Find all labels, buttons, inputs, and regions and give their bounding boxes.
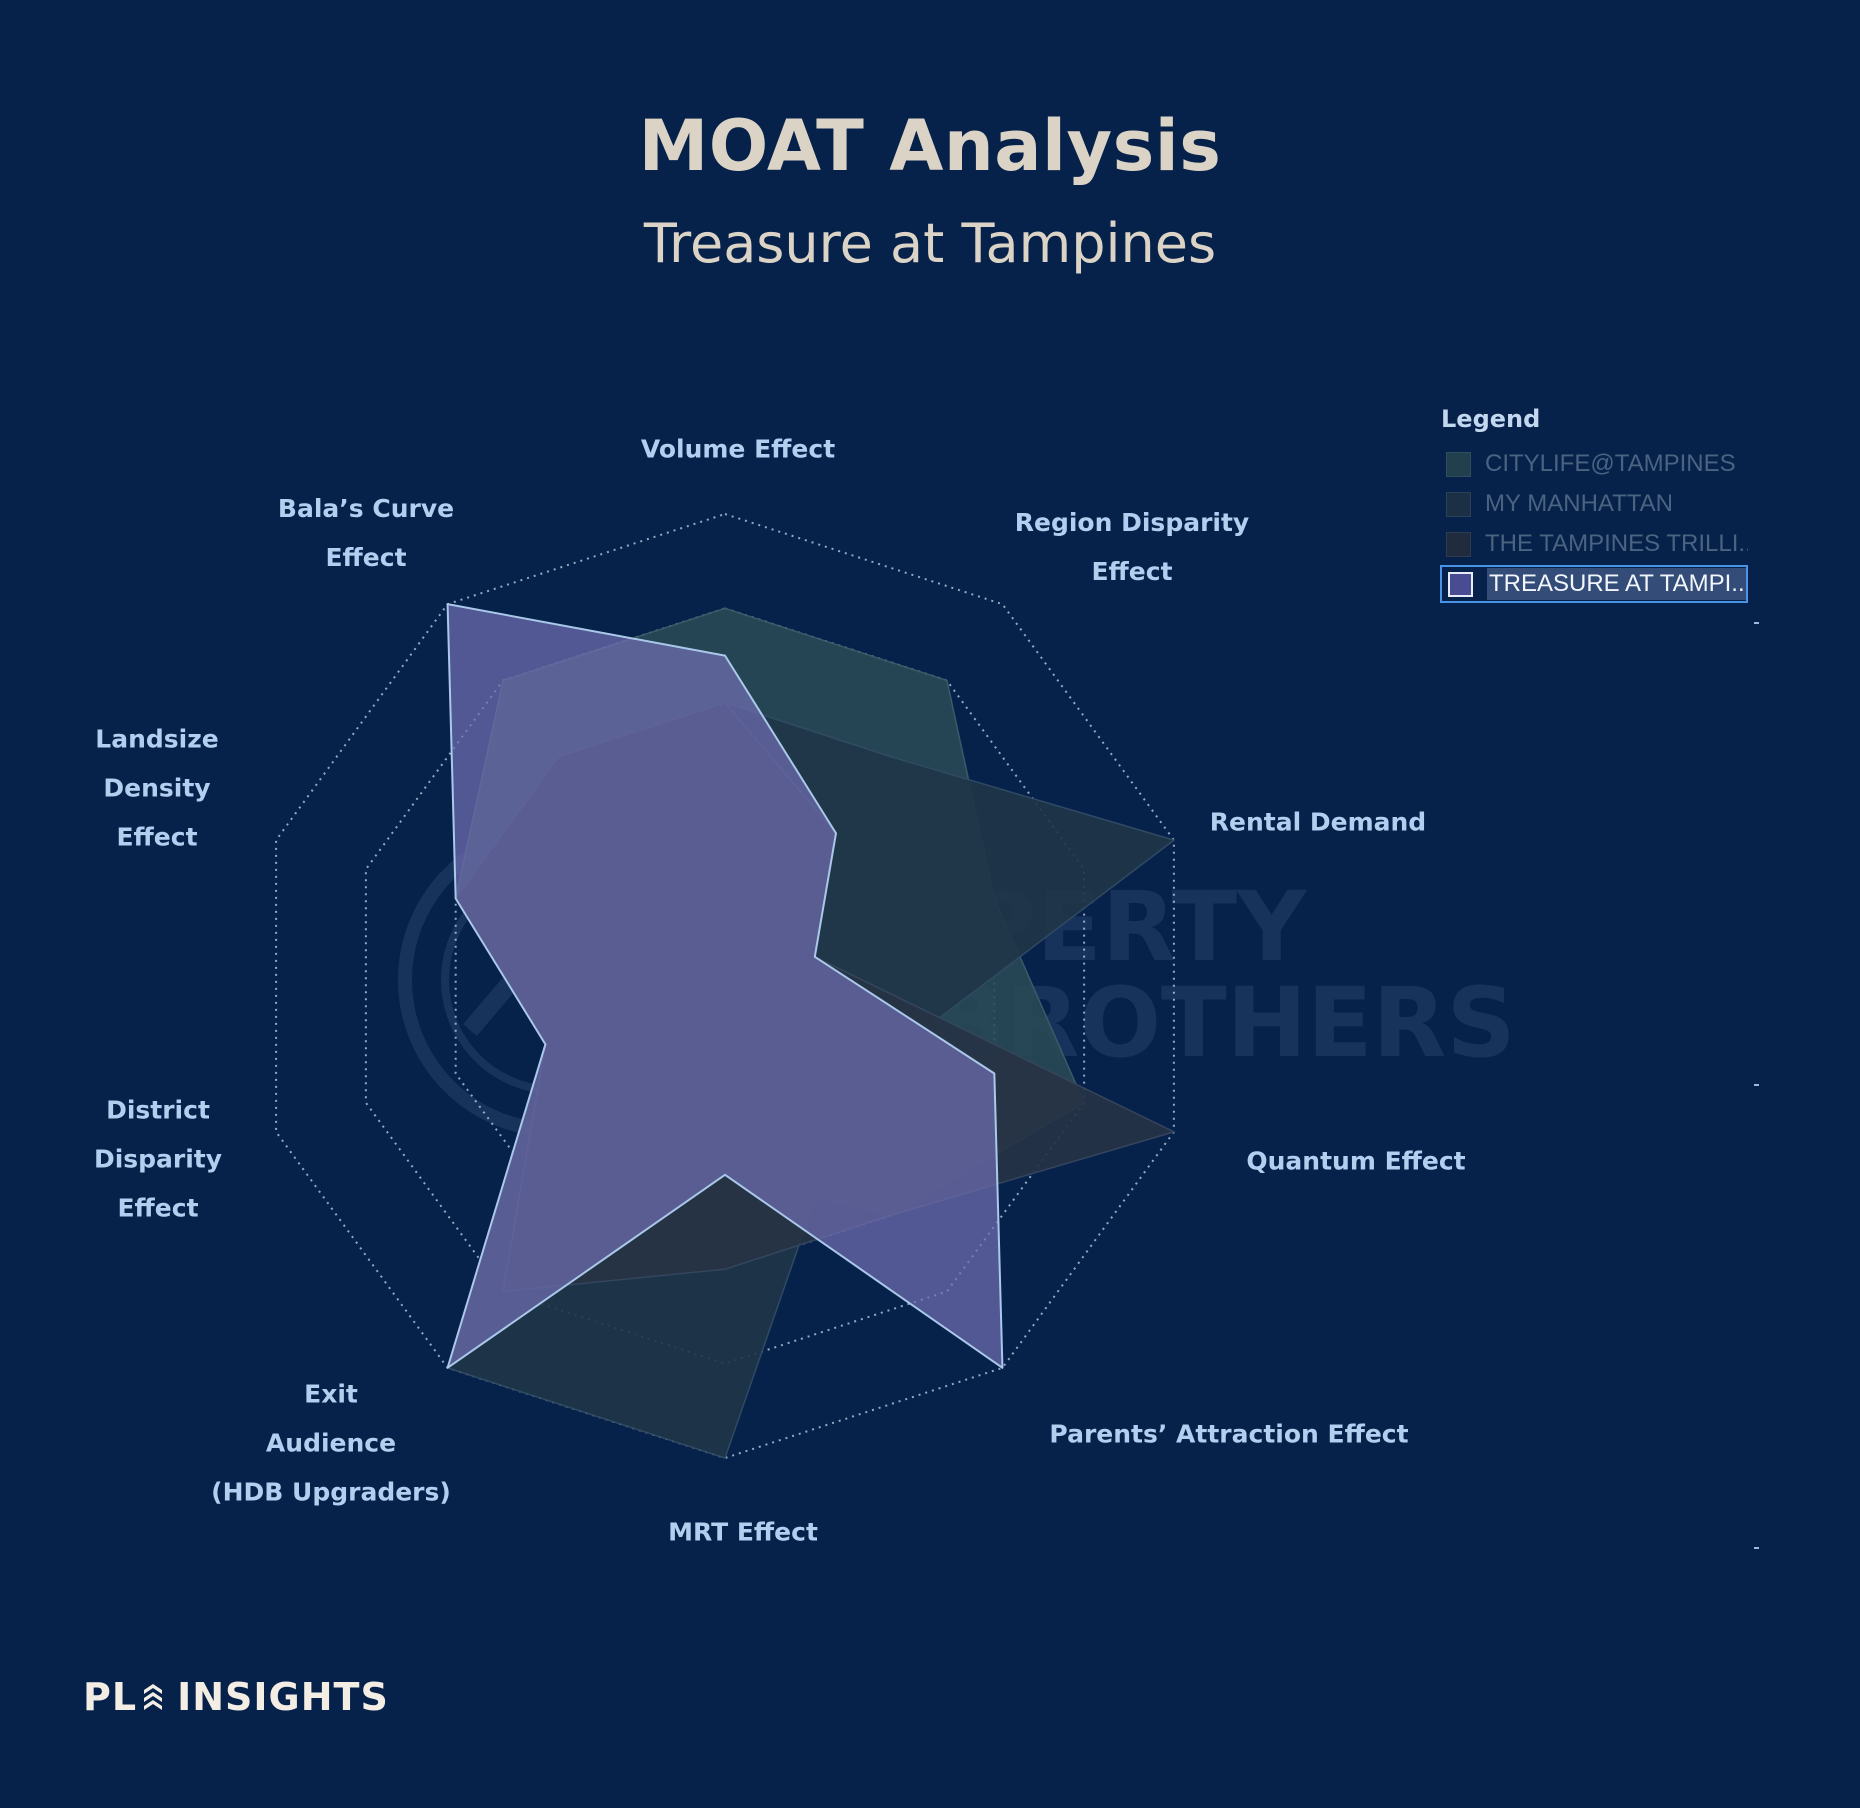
axis-label-region-line2: Effect: [1091, 557, 1173, 586]
axis-label-bala-line2: Effect: [325, 543, 407, 572]
axis-label-volume-effect: Volume Effect: [641, 425, 835, 474]
legend-label-treasure-at-tampines: TREASURE AT TAMPI...: [1487, 568, 1746, 600]
legend-item-treasure-at-tampines[interactable]: TREASURE AT TAMPI...: [1440, 565, 1748, 603]
axis-label-volume-text: Volume Effect: [640, 434, 836, 464]
legend: Legend CITYLIFE@TAMPINES MY MANHATTAN TH…: [1440, 405, 1760, 605]
brand-insights-text: INSIGHTS: [177, 1675, 389, 1719]
axis-label-quantum-effect: Quantum Effect: [1246, 1137, 1465, 1186]
scroll-tick-mark: [1754, 1547, 1759, 1549]
axis-label-exit-audience: Exit Audience (HDB Upgraders): [211, 1370, 451, 1517]
axis-label-rental-text: Rental Demand: [1209, 807, 1427, 837]
scroll-tick-mark: [1754, 622, 1759, 624]
axis-label-bala-line1: Bala’s Curve: [277, 494, 455, 523]
axis-label-exit-line1: Exit: [304, 1379, 358, 1409]
axis-label-landsize-line3: Effect: [116, 822, 198, 852]
axis-label-quantum-text: Quantum Effect: [1246, 1146, 1466, 1176]
chart-title: MOAT Analysis: [638, 105, 1222, 187]
axis-label-mrt-text: MRT Effect: [668, 1517, 818, 1547]
axis-label-mrt-effect: MRT Effect: [668, 1508, 818, 1557]
axis-label-landsize-line1: Landsize: [95, 724, 219, 754]
legend-item-tampines-trillium[interactable]: THE TAMPINES TRILLI...: [1440, 525, 1748, 563]
grid-ring: [275, 512, 1175, 1460]
legend-label-tampines-trillium: THE TAMPINES TRILLI...: [1485, 530, 1748, 557]
legend-label-my-manhattan: MY MANHATTAN: [1485, 490, 1674, 517]
legend-swatch-citylife: [1446, 451, 1471, 477]
legend-item-citylife[interactable]: CITYLIFE@TAMPINES: [1440, 445, 1748, 483]
legend-swatch-tampines-trillium: [1446, 531, 1471, 557]
legend-swatch-treasure-at-tampines: [1448, 571, 1473, 597]
series-area-treasure-at-tampines[interactable]: [446, 603, 1004, 1369]
legend-swatch-my-manhattan: [1446, 491, 1471, 517]
axis-label-parents-attraction: Parents’ Attraction Effect: [1049, 1410, 1408, 1459]
axis-label-rental-demand: Rental Demand: [1210, 798, 1426, 847]
axis-label-landsize-line2: Density: [103, 773, 211, 803]
axis-label-balas-curve: Bala’s Curve Effect: [278, 484, 454, 582]
axis-label-region-disparity: Region Disparity Effect: [1015, 498, 1249, 596]
axis-label-district-disparity: District Disparity Effect: [94, 1086, 222, 1233]
axis-label-parents-text: Parents’ Attraction Effect: [1049, 1419, 1409, 1449]
legend-label-citylife: CITYLIFE@TAMPINES: [1485, 450, 1736, 477]
axis-label-exit-line2: Audience: [265, 1428, 397, 1458]
legend-item-my-manhattan[interactable]: MY MANHATTAN: [1440, 485, 1748, 523]
radar-series: [446, 603, 1175, 1459]
scroll-tick-mark: [1754, 1084, 1759, 1086]
brand-logo: PL INSIGHTS: [83, 1675, 389, 1719]
axis-label-landsize-density: Landsize Density Effect: [95, 715, 218, 862]
legend-title: Legend: [1441, 405, 1541, 433]
brand-chevron-icon: [144, 1684, 163, 1710]
axis-label-district-line3: Effect: [117, 1193, 199, 1223]
axis-label-exit-line3: (HDB Upgraders): [211, 1477, 451, 1507]
brand-pl-text: PL: [83, 1675, 138, 1719]
axis-label-district-line2: Disparity: [93, 1144, 223, 1174]
axis-label-region-line1: Region Disparity: [1014, 508, 1250, 537]
axis-label-district-line1: District: [106, 1095, 210, 1125]
chart-subtitle: Treasure at Tampines: [643, 212, 1217, 275]
